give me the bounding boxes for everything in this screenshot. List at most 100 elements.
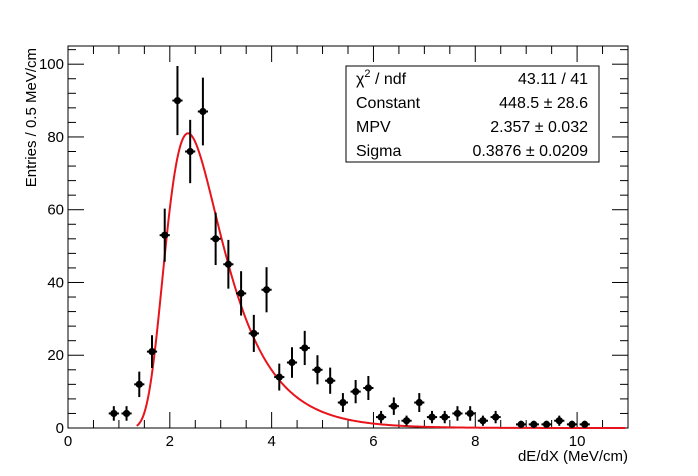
y-tick-label: 100 xyxy=(39,56,64,73)
stats-constant-label: Constant xyxy=(356,95,421,112)
data-marker xyxy=(262,286,271,294)
data-point xyxy=(490,410,501,424)
data-marker xyxy=(148,348,156,356)
data-point xyxy=(159,208,170,262)
data-marker xyxy=(453,409,462,418)
fit-curve-layer xyxy=(136,132,626,429)
data-point xyxy=(134,371,145,398)
x-axis-title: dE/dX (MeV/cm) xyxy=(518,448,628,465)
x-tick-label: 6 xyxy=(369,433,377,450)
y-tick-label: 0 xyxy=(56,420,64,437)
data-marker xyxy=(224,260,232,268)
data-marker xyxy=(466,409,474,418)
data-marker xyxy=(250,329,258,338)
data-marker xyxy=(581,420,589,428)
data-point xyxy=(363,375,374,400)
x-tick-label: 10 xyxy=(569,433,586,450)
data-point xyxy=(401,415,412,426)
data-point xyxy=(516,420,527,428)
data-point xyxy=(325,367,336,394)
data-point xyxy=(210,212,221,266)
y-tick-label: 40 xyxy=(47,274,64,291)
data-marker xyxy=(428,413,436,421)
data-point xyxy=(121,406,132,421)
data-marker xyxy=(186,147,194,156)
data-point xyxy=(465,406,476,421)
data-marker xyxy=(339,398,347,407)
data-marker xyxy=(275,373,283,381)
stats-box-border xyxy=(345,65,600,163)
stats-mpv-label: MPV xyxy=(356,119,391,136)
data-point xyxy=(452,406,463,421)
data-marker xyxy=(402,417,411,425)
data-marker xyxy=(568,420,576,428)
data-point xyxy=(579,420,590,428)
data-marker xyxy=(110,409,118,418)
data-point xyxy=(261,267,272,313)
stats-chi2-label: χ2 / ndf xyxy=(356,68,407,88)
data-point xyxy=(439,410,450,424)
data-marker xyxy=(555,417,563,425)
data-point xyxy=(172,66,183,136)
data-marker xyxy=(415,398,423,407)
data-marker xyxy=(542,420,551,428)
data-marker xyxy=(492,413,500,421)
data-point xyxy=(286,347,298,378)
data-marker xyxy=(479,417,487,425)
data-marker xyxy=(313,366,322,374)
data-point xyxy=(414,393,425,412)
data-point xyxy=(350,379,361,404)
data-point xyxy=(185,119,196,184)
data-point xyxy=(554,415,565,426)
y-tick-label: 60 xyxy=(47,202,64,219)
data-point xyxy=(337,393,348,412)
stats-sigma-value: 0.3876 ± 0.0209 xyxy=(472,143,588,160)
data-marker xyxy=(212,235,220,243)
data-marker xyxy=(517,420,525,428)
y-tick-label: 80 xyxy=(47,129,64,146)
data-point xyxy=(236,271,247,316)
stats-constant-value: 448.5 ± 28.6 xyxy=(499,95,588,112)
data-point xyxy=(541,420,552,428)
fit-curve xyxy=(136,132,626,429)
data-point xyxy=(197,77,208,146)
stats-sigma-label: Sigma xyxy=(356,143,401,160)
stats-chi2-value: 43.11 / 41 xyxy=(518,71,588,88)
y-tick-label: 20 xyxy=(47,347,64,364)
fit-stats-box: χ2 / ndf 43.11 / 41 Constant 448.5 ± 28.… xyxy=(345,65,600,163)
data-point xyxy=(376,410,387,424)
data-point xyxy=(146,335,158,368)
data-point xyxy=(274,363,285,391)
data-marker xyxy=(288,358,296,367)
data-point xyxy=(477,415,488,426)
data-marker xyxy=(530,420,538,428)
data-point xyxy=(108,406,119,421)
data-marker xyxy=(441,413,449,421)
data-marker xyxy=(301,344,309,352)
data-point xyxy=(248,314,259,352)
data-marker xyxy=(364,384,372,392)
x-tick-label: 0 xyxy=(64,433,72,450)
data-point xyxy=(299,330,310,366)
data-marker xyxy=(122,409,131,418)
stats-mpv-value: 2.357 ± 0.032 xyxy=(490,119,588,136)
x-tick-label: 2 xyxy=(166,433,174,450)
data-marker xyxy=(390,402,398,410)
data-point xyxy=(388,397,399,415)
data-marker xyxy=(237,289,245,297)
data-point xyxy=(426,410,438,424)
data-points-layer xyxy=(108,66,590,428)
data-marker xyxy=(173,96,182,105)
data-marker xyxy=(199,107,207,116)
data-marker xyxy=(352,388,360,396)
data-marker xyxy=(326,377,334,385)
data-marker xyxy=(135,380,143,388)
data-point xyxy=(223,239,234,289)
data-marker xyxy=(377,413,385,421)
data-marker xyxy=(161,231,169,239)
data-point xyxy=(566,420,578,428)
x-tick-label: 4 xyxy=(267,433,275,450)
y-axis-title: Entries / 0.5 MeV/cm xyxy=(23,48,40,187)
